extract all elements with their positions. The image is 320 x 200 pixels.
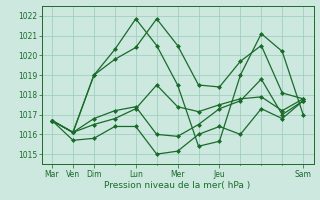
X-axis label: Pression niveau de la mer( hPa ): Pression niveau de la mer( hPa ): [104, 181, 251, 190]
